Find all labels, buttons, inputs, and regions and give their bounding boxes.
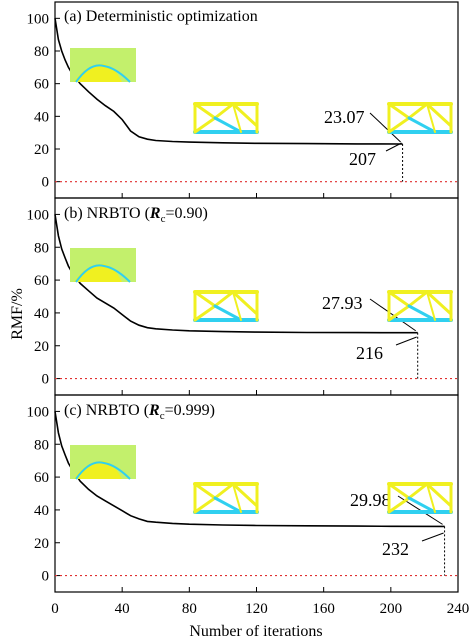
- rmf-curve: [54, 214, 418, 334]
- x-axis-title: Number of iterations: [189, 623, 322, 640]
- structure-member: [425, 102, 453, 128]
- structure-member: [387, 304, 411, 322]
- y-tick-label: 40: [34, 306, 49, 322]
- y-tick-label: 80: [34, 437, 49, 453]
- panel-title: (b) NRBTO (Rc=0.90): [64, 205, 208, 225]
- final-value-label: 29.98: [350, 490, 391, 510]
- structure-member: [231, 290, 259, 316]
- y-tick-label: 0: [42, 372, 50, 388]
- panel-c: (c) NRBTO (Rc=0.999) 29.98 232 0 20 40 60 80…: [27, 394, 459, 593]
- structure-member: [387, 496, 411, 514]
- y-tick-label: 100: [27, 404, 50, 420]
- structure-member: [387, 102, 411, 120]
- y-tick-label: 100: [27, 11, 50, 27]
- structure-member: [213, 304, 243, 322]
- structure-member: [232, 103, 242, 133]
- final-iteration-label: 232: [382, 539, 409, 559]
- structure-member: [193, 102, 217, 120]
- structure-member: [426, 291, 436, 321]
- structure-member: [387, 116, 411, 134]
- structure-member: [232, 483, 242, 513]
- optimized-design-thumbnail: [387, 482, 453, 514]
- density-arch: [75, 461, 131, 480]
- initial-design-thumbnail: [70, 248, 136, 283]
- optimized-design-thumbnail: [387, 102, 453, 134]
- structure-member: [407, 304, 437, 322]
- structure-member: [407, 116, 437, 134]
- structure-member: [425, 482, 453, 508]
- x-tick-label: 240: [447, 601, 470, 617]
- optimized-design-thumbnail: [387, 290, 453, 322]
- final-value-label: 27.93: [322, 293, 363, 313]
- iteration-leader-line: [395, 336, 417, 346]
- initial-design-thumbnail: [70, 48, 136, 83]
- structure-member: [407, 102, 429, 120]
- structure-member: [231, 482, 259, 508]
- x-axis: 0 40 80 120 160 200 240: [51, 601, 469, 617]
- rmf-curve: [54, 18, 403, 145]
- y-tick-label: 0: [42, 569, 50, 585]
- x-tick-label: 40: [115, 601, 130, 617]
- panel-b: (b) NRBTO (Rc=0.90) 27.93 216 0 20 40 60 80 1…: [27, 197, 459, 396]
- rmf-curve: [54, 411, 445, 528]
- panel-title: (c) NRBTO (Rc=0.999): [64, 402, 215, 422]
- structure-member: [193, 482, 217, 500]
- structure-member: [425, 290, 453, 316]
- optimized-design-thumbnail: [193, 290, 259, 322]
- plot-frame: [54, 1, 459, 199]
- y-tick-label: 60: [34, 470, 49, 486]
- structure-member: [426, 103, 436, 133]
- structure-member: [193, 116, 217, 134]
- y-tick-label: 40: [34, 109, 49, 125]
- value-leader-line: [369, 298, 416, 332]
- y-tick-label: 0: [42, 175, 50, 191]
- final-iteration-label: 216: [356, 343, 383, 363]
- structure-member: [213, 482, 235, 500]
- iteration-leader-line: [385, 142, 402, 152]
- y-tick-label: 40: [34, 503, 49, 519]
- optimized-design-thumbnail: [193, 482, 259, 514]
- y-tick-label: 20: [34, 142, 49, 158]
- y-tick-label: 20: [34, 536, 49, 552]
- iteration-leader-line: [421, 532, 444, 542]
- structure-member: [407, 290, 429, 308]
- structure-member: [213, 290, 235, 308]
- panel-title: (a) Deterministic optimization: [64, 8, 258, 25]
- y-tick-label: 60: [34, 77, 49, 93]
- panel-a: (a) Deterministic optimization 23.07 207…: [27, 1, 459, 199]
- density-arch: [75, 264, 131, 283]
- structure-member: [193, 290, 217, 308]
- structure-member: [426, 483, 436, 513]
- optimized-design-thumbnail: [193, 102, 259, 134]
- x-tick-label: 200: [380, 601, 403, 617]
- structure-member: [232, 291, 242, 321]
- x-tick-label: 80: [182, 601, 197, 617]
- y-tick-label: 80: [34, 240, 49, 256]
- density-arch: [75, 64, 131, 83]
- y-axis-title: RMF/%: [9, 288, 26, 340]
- y-tick-label: 100: [27, 207, 50, 223]
- structure-member: [231, 102, 259, 128]
- structure-member: [387, 482, 411, 500]
- structure-member: [193, 496, 217, 514]
- final-value-label: 23.07: [324, 107, 365, 127]
- initial-design-thumbnail: [70, 445, 136, 480]
- structure-member: [407, 496, 437, 514]
- structure-member: [213, 116, 243, 134]
- y-tick-label: 80: [34, 44, 49, 60]
- value-leader-line: [369, 112, 401, 143]
- structure-member: [407, 482, 429, 500]
- structure-member: [213, 102, 235, 120]
- x-tick-label: 120: [245, 601, 268, 617]
- x-tick-label: 160: [312, 601, 335, 617]
- y-tick-label: 20: [34, 339, 49, 355]
- structure-member: [193, 304, 217, 322]
- structure-member: [213, 496, 243, 514]
- structure-member: [387, 290, 411, 308]
- y-tick-label: 60: [34, 273, 49, 289]
- final-iteration-label: 207: [349, 149, 376, 169]
- x-tick-label: 0: [51, 601, 59, 617]
